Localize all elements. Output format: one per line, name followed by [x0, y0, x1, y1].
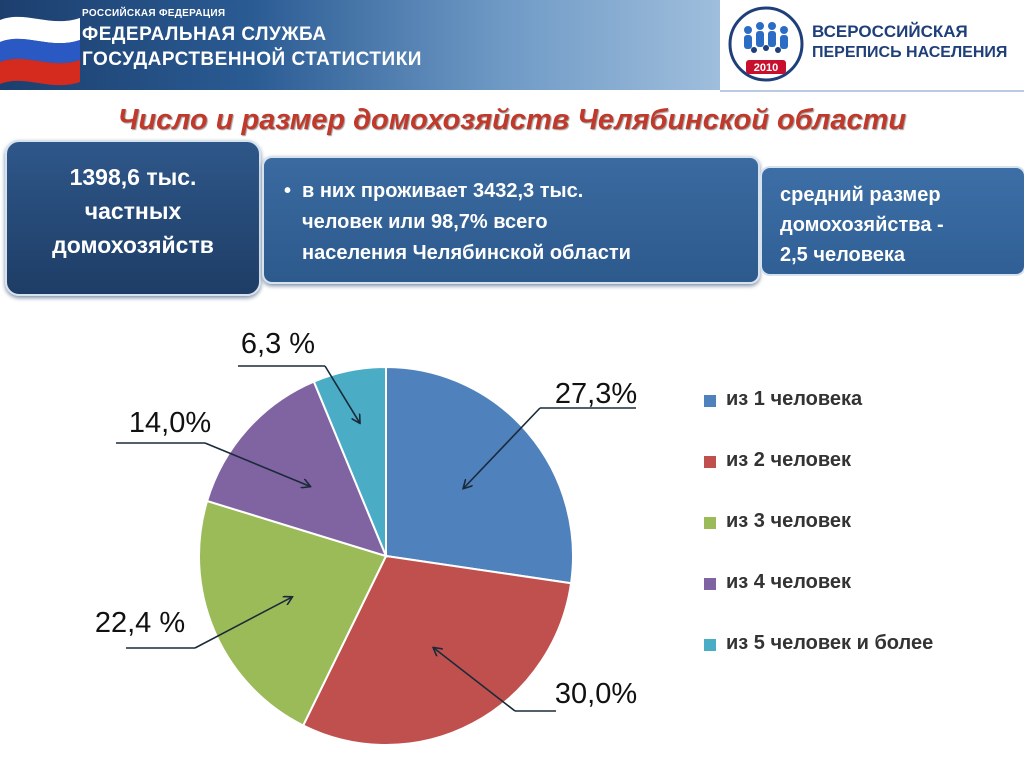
households-line3: домохозяйств — [52, 232, 214, 258]
callout-arrow-1 — [464, 407, 541, 488]
legend-swatch-2 — [704, 456, 716, 468]
rosstat-banner: РОССИЙСКАЯ ФЕДЕРАЦИЯ ФЕДЕРАЛЬНАЯ СЛУЖБА … — [0, 0, 720, 90]
data-label-3: 22,4 % — [95, 607, 185, 639]
org-name-line1: ФЕДЕРАЛЬНАЯ СЛУЖБА — [82, 24, 327, 45]
population-text: • в них проживает 3432,3 тыс. человек или… — [284, 176, 744, 269]
average-size-text: средний размер домохозяйства - 2,5 челов… — [780, 180, 1012, 270]
data-label-4: 14,0% — [129, 407, 211, 439]
census-emblem-icon: 2010 — [728, 6, 804, 82]
callout-arrow-3 — [194, 597, 292, 649]
callout-arrow-5 — [324, 365, 360, 423]
legend-swatch-3 — [704, 517, 716, 529]
legend-label-5: из 5 человек и более — [726, 632, 934, 654]
census-title-line1: ВСЕРОССИЙСКАЯ — [812, 22, 968, 41]
average-line2: домохозяйства - — [780, 214, 944, 236]
callout-arrow-2 — [434, 648, 516, 712]
census-year: 2010 — [754, 62, 778, 74]
data-label-2: 30,0% — [555, 678, 637, 710]
census-title-line2: ПЕРЕПИСЬ НАСЕЛЕНИЯ — [812, 44, 1008, 61]
russian-flag-icon — [0, 0, 80, 90]
org-country: РОССИЙСКАЯ ФЕДЕРАЦИЯ — [82, 8, 226, 19]
population-box: • в них проживает 3432,3 тыс. человек или… — [262, 156, 760, 284]
legend-swatch-1 — [704, 395, 716, 407]
pie-slice-1 — [385, 365, 574, 585]
households-line2: частных — [84, 198, 182, 224]
legend-swatch-5 — [704, 639, 716, 651]
bullet-icon: • — [284, 180, 292, 202]
population-line3: населения Челябинской области — [302, 242, 631, 264]
legend-label-4: из 4 человек — [726, 571, 852, 593]
pie-slice-5 — [312, 365, 387, 557]
households-count-box: 1398,6 тыс. частных домохозяйств — [5, 140, 261, 296]
census-logo-block: 2010 ВСЕРОССИЙСКАЯ ПЕРЕПИСЬ НАСЕЛЕНИЯ — [720, 0, 1024, 92]
legend-label-1: из 1 человека — [726, 388, 863, 410]
data-label-5: 6,3 % — [241, 328, 315, 360]
pie-slice-3 — [198, 499, 388, 727]
population-line1: в них проживает 3432,3 тыс. — [302, 180, 584, 202]
data-label-1: 27,3% — [555, 378, 637, 410]
households-count-text: 1398,6 тыс. частных домохозяйств — [17, 160, 249, 262]
average-line1: средний размер — [780, 184, 941, 206]
households-line1: 1398,6 тыс. — [69, 164, 197, 190]
average-size-box: средний размер домохозяйства - 2,5 челов… — [760, 166, 1024, 276]
callout-arrow-4 — [204, 442, 310, 486]
org-name-line2: ГОСУДАРСТВЕННОЙ СТАТИСТИКИ — [82, 49, 422, 70]
population-line2: человек или 98,7% всего — [302, 211, 548, 233]
pie-slice-4 — [205, 380, 388, 558]
legend-label-2: из 2 человек — [726, 449, 852, 471]
legend-label-3: из 3 человек — [726, 510, 852, 532]
average-line3: 2,5 человека — [780, 244, 906, 266]
header-banner: РОССИЙСКАЯ ФЕДЕРАЦИЯ ФЕДЕРАЛЬНАЯ СЛУЖБА … — [0, 0, 1024, 92]
legend-swatch-4 — [704, 578, 716, 590]
page-title: Число и размер домохозяйств Челябинской … — [117, 104, 907, 136]
pie-chart: 27,3% 30,0% 22,4 % 14,0% 6,3 % — [95, 328, 637, 746]
